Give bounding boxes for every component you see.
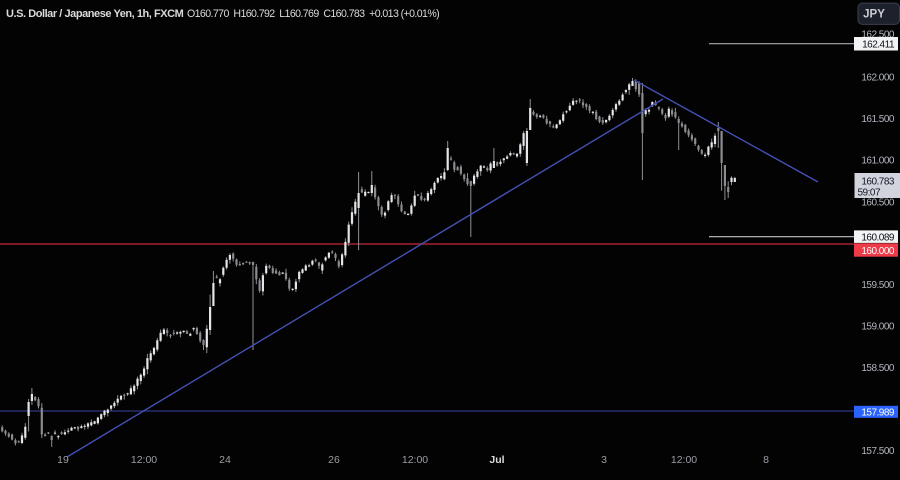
svg-text:8: 8 bbox=[763, 454, 769, 466]
svg-text:U.S. Dollar / Japanese Yen, 1h: U.S. Dollar / Japanese Yen, 1h, FXCM bbox=[6, 8, 184, 20]
svg-text:157.500: 157.500 bbox=[861, 446, 895, 457]
svg-text:160.500: 160.500 bbox=[861, 198, 895, 209]
svg-text:JPY: JPY bbox=[863, 9, 885, 21]
svg-text:157.989: 157.989 bbox=[861, 407, 895, 418]
svg-text:161.000: 161.000 bbox=[861, 156, 895, 167]
svg-text:158.500: 158.500 bbox=[861, 363, 895, 374]
svg-text:24: 24 bbox=[219, 454, 231, 466]
svg-text:160.000: 160.000 bbox=[861, 246, 895, 257]
svg-text:12:00: 12:00 bbox=[131, 454, 157, 466]
svg-text:12:00: 12:00 bbox=[671, 454, 697, 466]
svg-text:12:00: 12:00 bbox=[402, 454, 428, 466]
svg-text:O160.770 H160.792 L160.769: O160.770 H160.792 L160.769 C160.783 +0.0… bbox=[187, 8, 439, 20]
svg-text:Jul: Jul bbox=[489, 454, 504, 466]
svg-text:59:07: 59:07 bbox=[858, 188, 881, 199]
svg-text:160.089: 160.089 bbox=[861, 232, 895, 243]
svg-text:3: 3 bbox=[601, 454, 607, 466]
svg-text:160.783: 160.783 bbox=[861, 177, 895, 188]
svg-text:161.500: 161.500 bbox=[861, 114, 895, 125]
svg-text:159.500: 159.500 bbox=[861, 280, 895, 291]
svg-text:26: 26 bbox=[328, 454, 340, 466]
svg-text:159.000: 159.000 bbox=[861, 322, 895, 333]
svg-text:162.411: 162.411 bbox=[862, 40, 895, 51]
svg-text:162.000: 162.000 bbox=[861, 73, 895, 84]
svg-text:19: 19 bbox=[57, 454, 69, 466]
svg-text:162.500: 162.500 bbox=[861, 30, 895, 41]
